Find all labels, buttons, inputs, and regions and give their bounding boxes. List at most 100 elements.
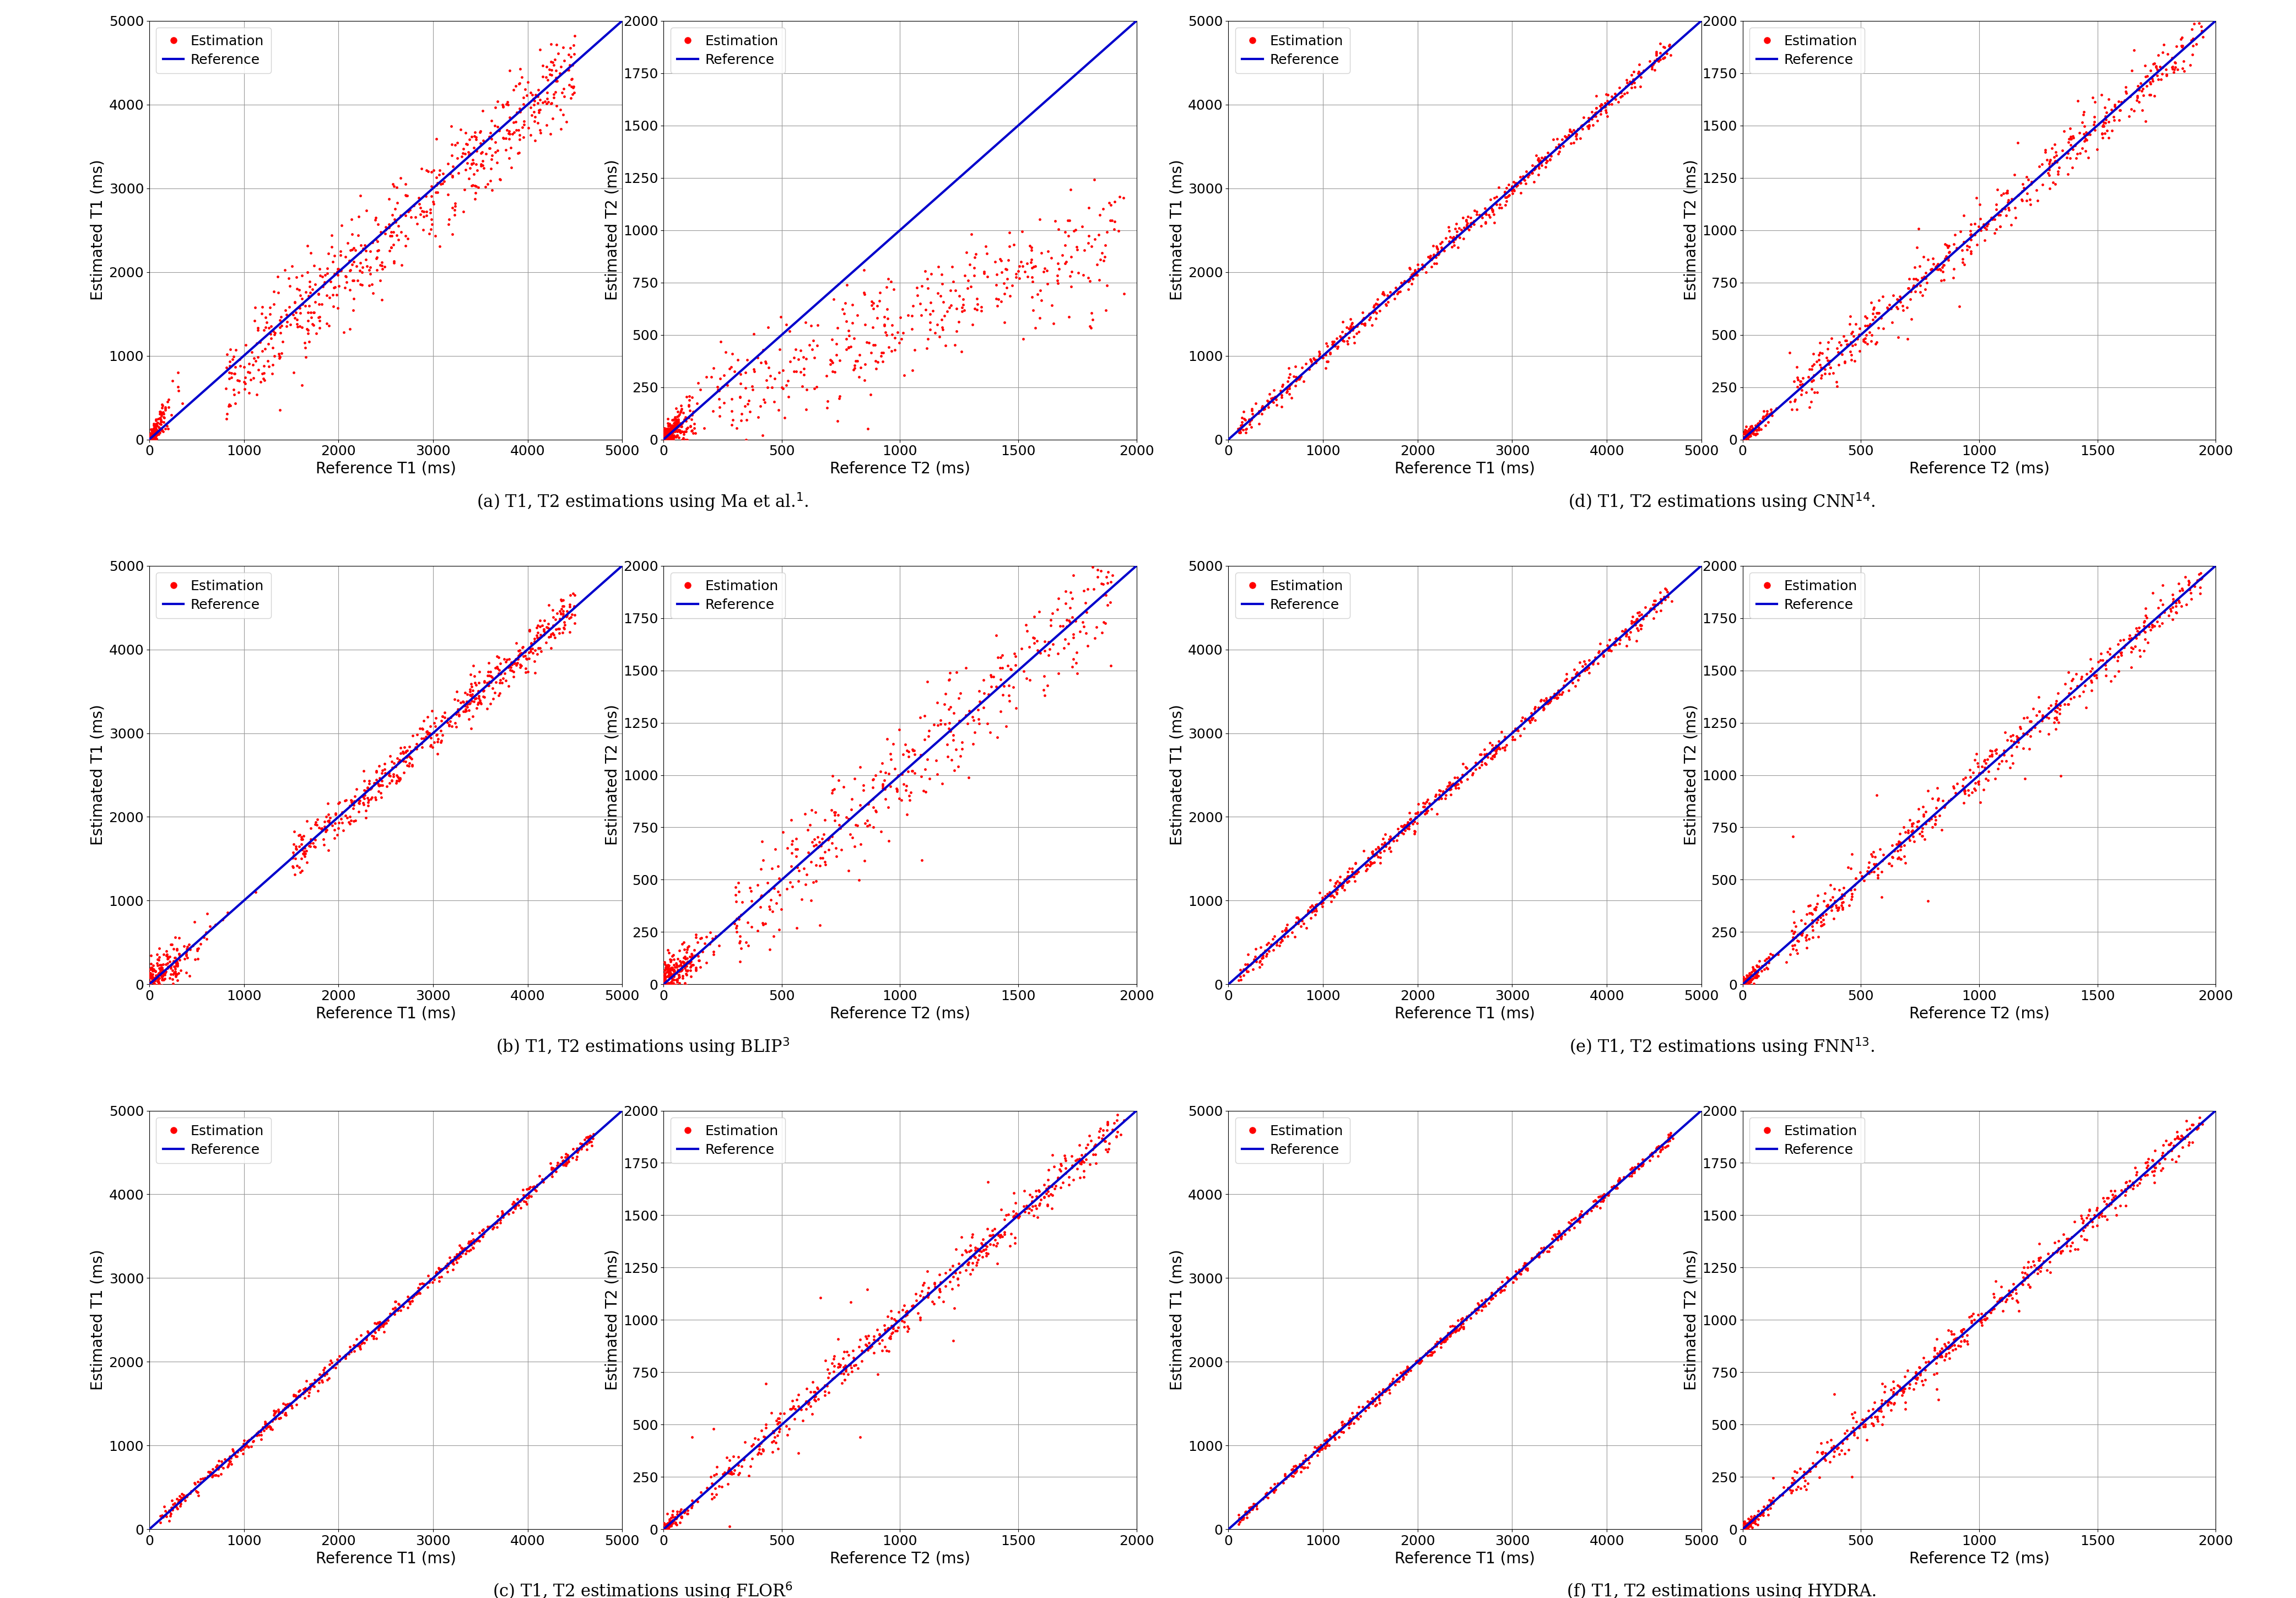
Point [1219,1512,1256,1537]
Point [1488,181,1525,206]
Point [1228,415,1265,441]
Point [1729,428,1766,454]
Point [1444,1309,1481,1334]
Point [1936,773,1972,799]
Point [1727,1515,1763,1540]
Point [1366,833,1403,858]
Point [2089,649,2126,674]
Point [448,681,484,706]
Point [542,601,579,626]
Point [1472,740,1508,765]
Point [1795,380,1832,406]
Point [1033,244,1070,270]
Point [1736,957,1773,983]
Point [856,799,893,825]
Point [650,973,687,999]
Point [1988,748,2025,773]
Point [1026,259,1063,284]
Point [1224,1507,1261,1532]
Point [1798,909,1835,935]
Point [2071,665,2108,690]
Point [285,842,321,868]
Point [980,1222,1017,1248]
Point [1483,735,1520,761]
Point [379,190,416,216]
Point [2069,1213,2105,1238]
Point [983,248,1019,273]
Point [491,58,528,83]
Point [1412,246,1449,272]
Point [326,1344,363,1369]
Point [1334,312,1371,337]
Point [202,1448,239,1473]
Point [2020,719,2057,745]
Point [1901,216,1938,241]
Point [301,315,338,340]
Point [165,1485,202,1510]
Point [810,837,847,863]
Point [836,356,872,382]
Point [1577,644,1614,670]
Point [1371,836,1407,861]
Point [1047,1143,1084,1168]
Legend: Estimation, Reference: Estimation, Reference [156,1117,271,1163]
Point [1649,578,1685,604]
Point [654,1504,691,1529]
Point [280,1384,317,1409]
Point [390,1288,427,1314]
Point [400,185,436,211]
Point [1577,1187,1614,1213]
Point [1731,1509,1768,1534]
Point [1467,200,1504,225]
Point [652,419,689,444]
Point [507,1189,544,1214]
Point [1837,1400,1874,1425]
Point [792,797,829,823]
Point [1362,292,1398,318]
Point [1644,1136,1681,1162]
Point [142,959,179,984]
Point [1545,673,1582,698]
Point [657,423,693,449]
Point [542,606,579,631]
Point [333,789,370,815]
Point [1088,583,1125,609]
Point [363,785,400,810]
Point [248,1411,285,1437]
Point [1040,216,1077,241]
Point [868,725,905,751]
Point [133,420,170,446]
Point [135,957,172,983]
Point [2181,561,2218,586]
Point [957,1237,994,1262]
Point [1102,1122,1139,1147]
Point [544,615,581,641]
Point [1727,430,1763,455]
Point [1417,1334,1453,1360]
Point [2082,81,2119,107]
Point [650,406,687,431]
Point [2096,1184,2133,1210]
Point [530,615,567,641]
Point [1653,1123,1690,1149]
Point [870,794,907,820]
Point [1371,280,1407,305]
Point [1931,788,1968,813]
Point [652,973,689,999]
Point [1731,423,1768,449]
Point [2014,716,2050,741]
Point [1304,345,1341,371]
Point [1281,366,1318,392]
Point [2101,1194,2138,1219]
Point [429,1251,466,1277]
Point [1332,313,1368,339]
Point [866,1312,902,1338]
Point [1309,1427,1345,1453]
Point [482,166,519,192]
Point [1837,1422,1874,1448]
Point [179,1483,216,1509]
Point [1256,1477,1293,1502]
Point [457,123,494,149]
Point [259,1400,296,1425]
Point [650,415,687,441]
